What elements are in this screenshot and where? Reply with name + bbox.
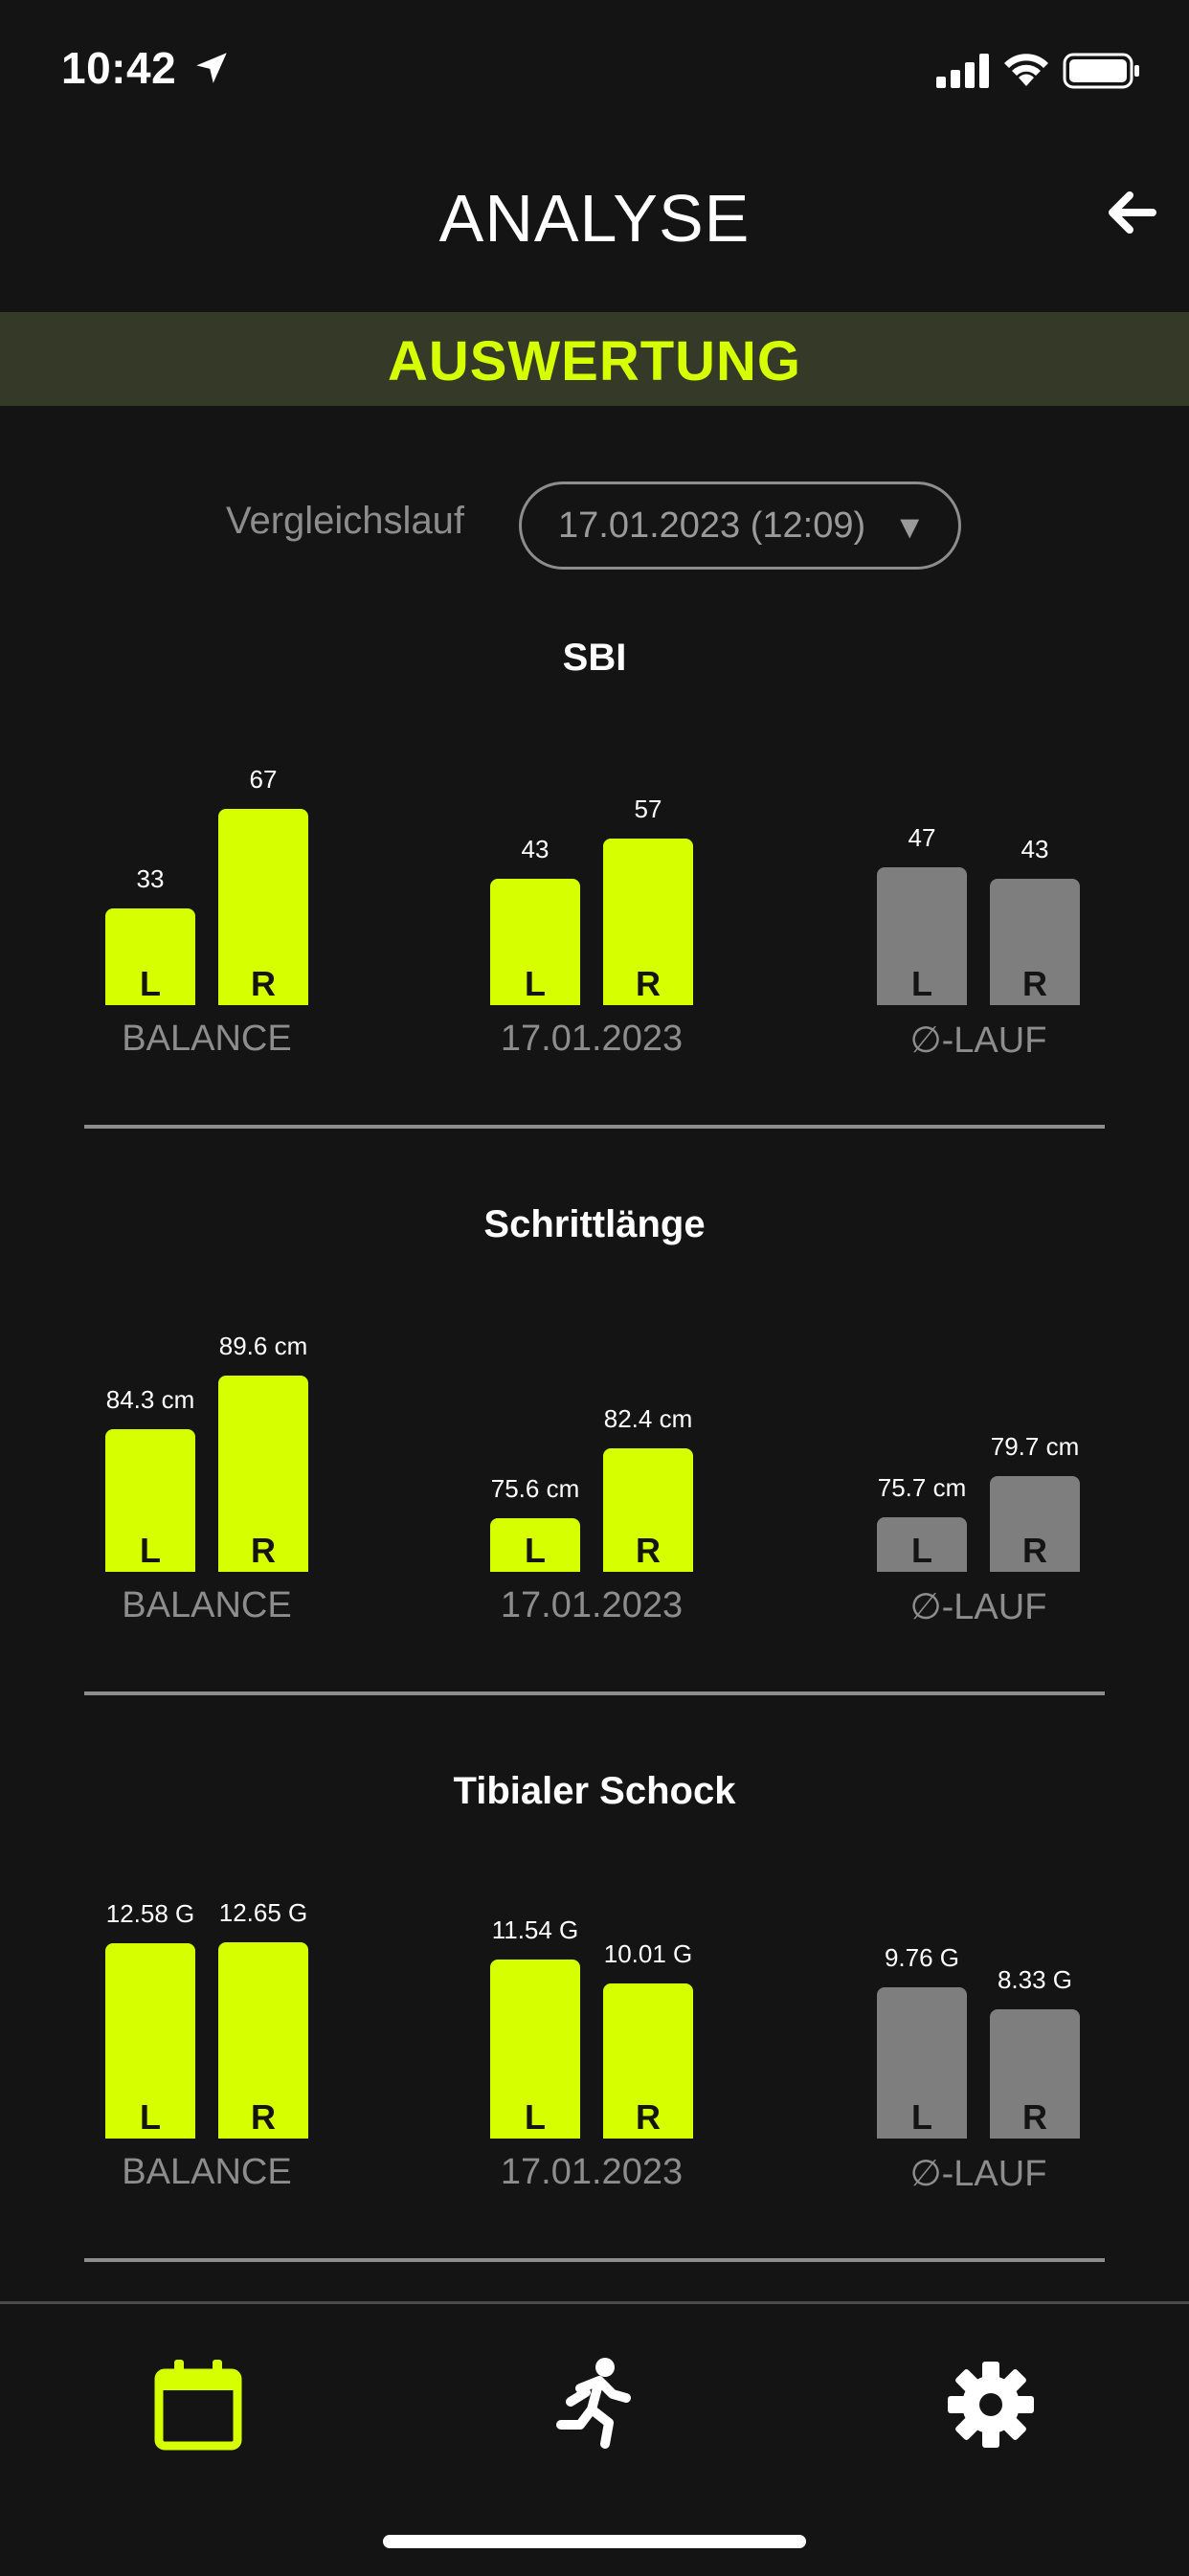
bar-l xyxy=(490,879,580,1005)
header: ANALYSE xyxy=(0,113,1189,312)
divider xyxy=(84,1691,1105,1695)
gear-icon[interactable] xyxy=(938,2352,1043,2457)
divider xyxy=(84,1125,1105,1129)
bar-value-label: 12.58 G xyxy=(105,1899,195,1928)
signal-icon xyxy=(936,54,989,88)
metric-section-schrittlaenge: Schrittlänge L 84.3 cm R 89.6 cm BALANCE L 75.… xyxy=(0,1203,1189,1768)
bar-value-label: 8.33 G xyxy=(997,1965,1073,1994)
battery-icon xyxy=(1063,53,1139,89)
bar-side-label: R xyxy=(251,2097,276,2137)
metric-chart: L 12.58 G R 12.65 G BALANCE L 11.54 G R 10.01 G 1… xyxy=(0,1770,1189,2335)
bar-value-label: 57 xyxy=(634,795,662,823)
compare-run-select[interactable]: 17.01.2023 (12:09) ▼ xyxy=(519,482,961,570)
location-arrow-icon xyxy=(196,53,227,83)
calendar-icon[interactable] xyxy=(146,2352,251,2457)
bar-value-label: 33 xyxy=(136,864,165,893)
wifi-icon xyxy=(1004,54,1048,86)
home-indicator xyxy=(383,2535,806,2548)
bar-value-label: 43 xyxy=(1021,835,1049,863)
bar-side-label: L xyxy=(911,964,932,1003)
bar-side-label: L xyxy=(525,2097,546,2137)
bar-value-label: 79.7 cm xyxy=(990,1432,1080,1461)
group-caption: ∅-LAUF xyxy=(909,1020,1047,1061)
group-caption: BALANCE xyxy=(122,1019,292,1059)
bar-r xyxy=(218,1376,308,1572)
bar-value-label: 82.4 cm xyxy=(603,1404,693,1433)
bar-side-label: R xyxy=(251,1531,276,1570)
group-caption: BALANCE xyxy=(122,2152,292,2192)
bar-l xyxy=(877,1517,967,1572)
divider xyxy=(84,2258,1105,2262)
group-caption: 17.01.2023 xyxy=(500,2152,684,2192)
bar-side-label: L xyxy=(140,964,161,1003)
bar-side-label: R xyxy=(636,964,661,1003)
bar-l xyxy=(105,908,195,1005)
group-caption: ∅-LAUF xyxy=(909,1587,1047,1627)
metric-title: Tibialer Schock xyxy=(453,1770,736,1812)
bar-r xyxy=(603,1983,693,2139)
group-caption: BALANCE xyxy=(122,1585,292,1625)
bar-r xyxy=(218,809,308,1005)
status-time: 10:42 xyxy=(61,43,177,93)
bar-r xyxy=(603,1448,693,1572)
bar-r xyxy=(990,1476,1080,1572)
arrow-left-icon[interactable] xyxy=(1101,182,1162,243)
bar-value-label: 75.6 cm xyxy=(490,1474,580,1503)
bar-value-label: 43 xyxy=(521,835,550,863)
bar-l xyxy=(877,1987,967,2139)
compare-label: Vergleichslauf xyxy=(226,500,465,542)
metric-chart: L 33 R 67 BALANCE L 43 R 57 17.01.2023 L 47 R 43 ∅-LAU… xyxy=(0,637,1189,1201)
section-banner: AUSWERTUNG xyxy=(0,312,1189,406)
bar-side-label: L xyxy=(140,2097,161,2137)
bar-side-label: R xyxy=(251,964,276,1003)
bar-r xyxy=(218,1942,308,2139)
metric-section-tibialer-schock: Tibialer Schock L 12.58 G R 12.65 G BALANCE L… xyxy=(0,1770,1189,2335)
bar-value-label: 84.3 cm xyxy=(105,1385,195,1414)
metric-title: Schrittlänge xyxy=(483,1203,706,1245)
bar-l xyxy=(105,1943,195,2139)
bar-value-label: 9.76 G xyxy=(884,1943,960,1972)
bar-side-label: L xyxy=(911,2097,932,2137)
bar-r xyxy=(990,879,1080,1005)
bar-r xyxy=(990,2009,1080,2139)
tab-bar xyxy=(0,2301,1189,2576)
bar-side-label: L xyxy=(911,1531,932,1570)
bar-l xyxy=(490,1960,580,2139)
bar-value-label: 47 xyxy=(908,823,936,852)
bar-side-label: L xyxy=(140,1531,161,1570)
bar-value-label: 75.7 cm xyxy=(877,1473,967,1502)
page-title: ANALYSE xyxy=(438,181,751,256)
bar-side-label: L xyxy=(525,964,546,1003)
bar-value-label: 12.65 G xyxy=(218,1898,308,1927)
bar-value-label: 10.01 G xyxy=(603,1939,693,1968)
group-caption: 17.01.2023 xyxy=(500,1019,684,1059)
bar-side-label: R xyxy=(1022,964,1047,1003)
bar-l xyxy=(877,867,967,1005)
bar-l xyxy=(490,1518,580,1572)
caret-down-icon: ▼ xyxy=(893,509,926,546)
banner-title: AUSWERTUNG xyxy=(387,330,802,392)
bar-r xyxy=(603,839,693,1005)
bar-side-label: R xyxy=(1022,1531,1047,1570)
bar-side-label: R xyxy=(636,2097,661,2137)
metric-chart: L 84.3 cm R 89.6 cm BALANCE L 75.6 cm R 82.4 cm 1… xyxy=(0,1203,1189,1768)
status-bar: 10:42 xyxy=(0,0,1189,113)
metric-title: SBI xyxy=(562,637,627,679)
compare-run-value: 17.01.2023 (12:09) xyxy=(558,505,866,546)
bar-side-label: R xyxy=(636,1531,661,1570)
bar-side-label: R xyxy=(1022,2097,1047,2137)
group-caption: 17.01.2023 xyxy=(500,1585,684,1625)
bar-value-label: 11.54 G xyxy=(491,1915,579,1944)
bar-l xyxy=(105,1429,195,1572)
group-caption: ∅-LAUF xyxy=(909,2154,1047,2194)
bar-value-label: 89.6 cm xyxy=(218,1332,308,1360)
runner-icon[interactable] xyxy=(542,2352,647,2457)
bar-value-label: 67 xyxy=(249,765,278,794)
metric-section-sbi: SBI L 33 R 67 BALANCE L 43 R 57 17.01.2023 L 47 R 43 ∅… xyxy=(0,637,1189,1201)
bar-side-label: L xyxy=(525,1531,546,1570)
